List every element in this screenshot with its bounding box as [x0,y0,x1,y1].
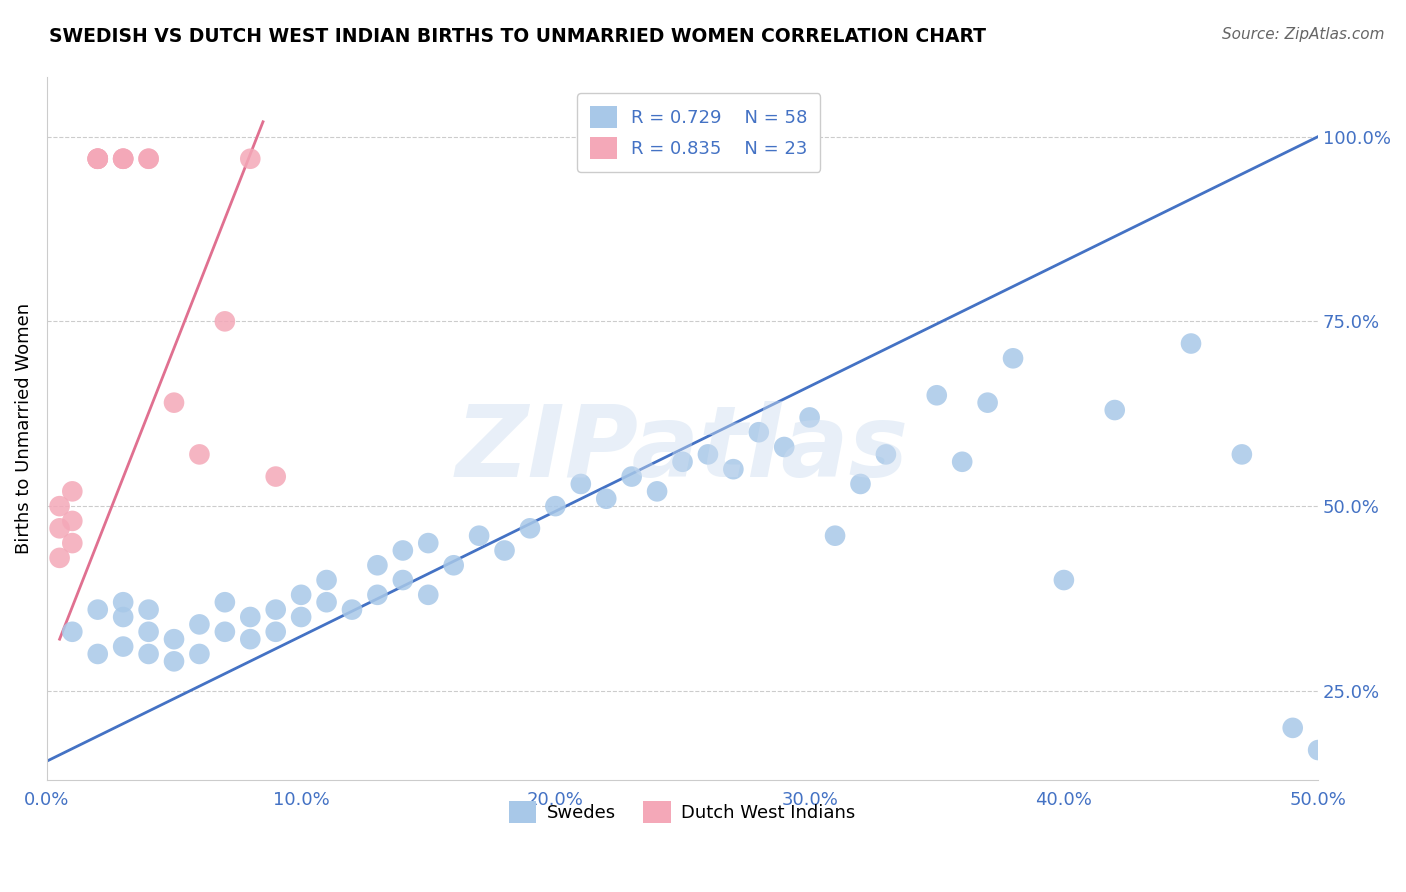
Point [112,640,135,654]
Point [418,536,440,550]
Point [188,647,211,661]
Point [138,602,160,616]
Point [697,447,720,461]
Point [138,624,160,639]
Point [60,514,83,528]
Point [1308,743,1330,757]
Point [112,152,135,166]
Point [264,602,287,616]
Point [87,152,110,166]
Point [925,388,948,402]
Point [214,624,236,639]
Point [976,395,998,409]
Point [290,610,312,624]
Point [773,440,796,454]
Point [239,632,262,647]
Point [214,314,236,328]
Point [392,543,415,558]
Point [290,588,312,602]
Point [112,610,135,624]
Point [443,558,465,573]
Point [748,425,770,440]
Point [239,152,262,166]
Point [340,602,363,616]
Point [620,469,643,483]
Point [60,484,83,499]
Text: Source: ZipAtlas.com: Source: ZipAtlas.com [1222,27,1385,42]
Point [824,529,846,543]
Point [60,624,83,639]
Point [48,550,70,565]
Point [1180,336,1202,351]
Point [60,536,83,550]
Point [1230,447,1253,461]
Point [87,152,110,166]
Point [392,573,415,587]
Point [950,455,973,469]
Legend: Swedes, Dutch West Indians: Swedes, Dutch West Indians [499,790,866,834]
Point [264,469,287,483]
Point [163,395,186,409]
Point [112,595,135,609]
Point [1053,573,1076,587]
Point [138,152,160,166]
Point [112,152,135,166]
Point [468,529,491,543]
Point [48,499,70,513]
Point [595,491,617,506]
Point [494,543,516,558]
Text: SWEDISH VS DUTCH WEST INDIAN BIRTHS TO UNMARRIED WOMEN CORRELATION CHART: SWEDISH VS DUTCH WEST INDIAN BIRTHS TO U… [49,27,986,45]
Point [418,588,440,602]
Point [264,624,287,639]
Point [48,521,70,535]
Point [163,632,186,647]
Point [569,477,592,491]
Point [875,447,897,461]
Y-axis label: Births to Unmarried Women: Births to Unmarried Women [15,303,32,554]
Point [519,521,541,535]
Point [671,455,693,469]
Point [188,447,211,461]
Point [87,152,110,166]
Point [239,610,262,624]
Point [1104,403,1126,417]
Point [1002,351,1025,366]
Point [163,654,186,668]
Point [138,152,160,166]
Point [849,477,872,491]
Point [1281,721,1303,735]
Point [645,484,668,499]
Point [366,588,388,602]
Point [315,573,337,587]
Point [138,647,160,661]
Text: ZIPatlas: ZIPatlas [456,401,910,498]
Point [112,152,135,166]
Point [723,462,745,476]
Point [799,410,821,425]
Point [214,595,236,609]
Point [87,602,110,616]
Point [366,558,388,573]
Point [87,647,110,661]
Point [544,499,567,513]
Point [87,152,110,166]
Point [315,595,337,609]
Point [188,617,211,632]
